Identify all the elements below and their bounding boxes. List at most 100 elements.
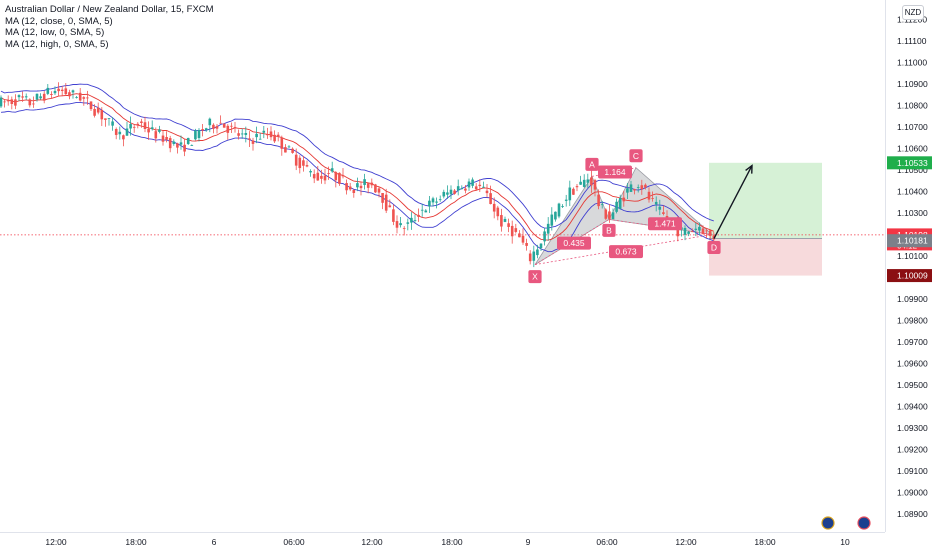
candle-body — [158, 129, 161, 132]
candle-body — [107, 118, 111, 119]
candle-body — [348, 186, 352, 190]
candle-body — [129, 123, 132, 129]
candle-body — [262, 130, 266, 133]
candle-body — [161, 135, 165, 142]
y-tick-label: 1.09800 — [897, 316, 928, 326]
price-axis[interactable]: 1.112001.111001.110001.109001.108001.107… — [897, 14, 928, 519]
legend-ma-high[interactable]: MA (12, high, 0, SMA, 5) — [5, 38, 109, 50]
candle-body — [395, 221, 399, 228]
candle-body — [179, 142, 183, 145]
target-zone — [709, 162, 822, 239]
candle-body — [471, 179, 474, 186]
y-tick-label: 1.09500 — [897, 380, 928, 390]
candle-body — [366, 183, 370, 188]
time-axis[interactable]: 12:00 18:00 6 06:00 12:00 18:00 9 06:00 12:00 18:… — [45, 537, 850, 547]
australia-flag-icon[interactable] — [821, 516, 835, 530]
candle-body — [478, 184, 482, 187]
pattern-ratio-label-bg — [598, 165, 632, 179]
y-tick-label: 1.11000 — [897, 57, 927, 67]
stop-price-tag: 1.10009 — [897, 271, 928, 281]
candle-body — [701, 228, 705, 235]
y-tick-label: 1.10800 — [897, 100, 928, 110]
legend-ma-low[interactable]: MA (12, low, 0, SMA, 5) — [5, 27, 105, 38]
candle-body — [154, 131, 158, 139]
candle-body — [111, 121, 114, 126]
candle-body — [230, 125, 233, 127]
candle-body — [338, 172, 341, 184]
candle-body — [248, 138, 251, 140]
candle-body — [431, 198, 435, 203]
candle-body — [114, 129, 118, 135]
currency-badge[interactable]: NZD — [902, 5, 924, 20]
candle-body — [424, 210, 428, 213]
target-price-tag: 1.10533 — [897, 158, 928, 168]
candle-body — [280, 137, 284, 149]
candle-body — [140, 121, 143, 124]
candle-body — [582, 179, 586, 187]
pattern-ratio-label-bg — [609, 245, 643, 259]
candle-body — [57, 88, 60, 92]
candle-body — [399, 223, 402, 226]
candle-body — [118, 131, 122, 135]
candle-body — [237, 133, 240, 136]
legend-ma-close[interactable]: MA (12, close, 0, SMA, 5) — [5, 15, 113, 27]
pattern-point-x-bg — [528, 270, 542, 284]
pattern-point-a-bg — [585, 157, 599, 171]
candle-body — [633, 189, 636, 191]
candle-body — [575, 186, 579, 188]
candle-body — [417, 214, 420, 217]
candle-body — [363, 179, 366, 185]
candle-body — [251, 140, 255, 144]
candle-body — [172, 141, 176, 144]
candle-body — [514, 228, 518, 232]
pattern-ratio-label: 1.164 — [604, 167, 626, 177]
new-zealand-flag-icon[interactable] — [857, 516, 871, 530]
candle-body — [489, 193, 492, 205]
y-tick-label: 1.11100 — [897, 36, 927, 46]
y-tick-label: 1.09900 — [897, 294, 928, 304]
candle-body — [197, 129, 201, 139]
candle-body — [586, 179, 590, 183]
x-tick-label: 9 — [526, 537, 531, 547]
candle-body — [93, 108, 96, 116]
x-tick-label: 12:00 — [45, 537, 67, 547]
candle-body — [60, 89, 64, 92]
candle-body — [377, 188, 381, 193]
flag-icons[interactable] — [821, 516, 871, 530]
candle-body — [568, 187, 572, 201]
y-tick-label: 1.09100 — [897, 466, 928, 476]
candle-body — [708, 230, 712, 236]
candle-body — [438, 199, 442, 201]
candle-body — [654, 201, 658, 205]
candle-body — [543, 231, 546, 242]
pattern-point-d-bg — [707, 240, 721, 254]
candle-body — [17, 95, 21, 98]
candle-body — [302, 160, 305, 166]
legend-symbol[interactable]: Australian Dollar / New Zealand Dollar, … — [5, 4, 214, 15]
candle-body — [467, 181, 471, 188]
candle-body — [698, 226, 701, 231]
candle-body — [402, 228, 406, 229]
candle-body — [330, 168, 334, 172]
x-tick-label: 18:00 — [754, 537, 776, 547]
candle-body — [165, 137, 168, 140]
candle-body — [3, 101, 6, 103]
pattern-labels: X A B C D 0.435 1.164 1.471 0.673 — [528, 149, 721, 284]
x-tick-label: 18:00 — [441, 537, 463, 547]
candle-body — [323, 175, 327, 181]
candle-body — [651, 197, 654, 199]
candle-body — [492, 203, 496, 212]
candle-body — [428, 200, 431, 207]
candle-body — [507, 223, 510, 227]
y-tick-label: 1.10100 — [897, 251, 928, 261]
candle-body — [190, 145, 194, 146]
candle-body — [143, 122, 147, 129]
candle-body — [406, 222, 410, 224]
candle-body — [356, 183, 359, 188]
candle-body — [647, 191, 651, 200]
y-tick-label: 1.09000 — [897, 488, 928, 498]
candle-body — [611, 212, 615, 220]
candle-body — [528, 253, 532, 262]
